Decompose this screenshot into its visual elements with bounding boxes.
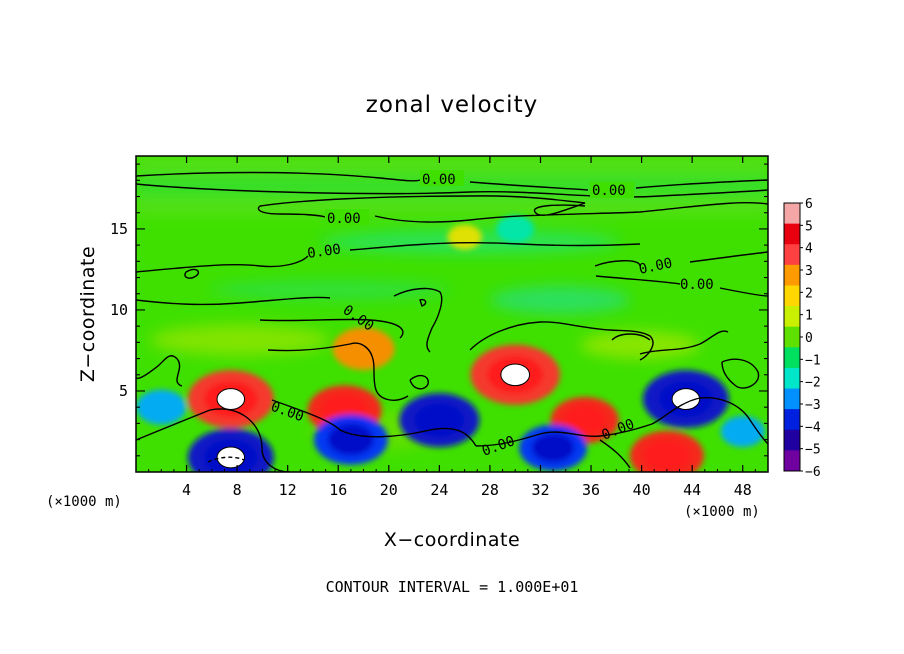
x-tick-label: 40 bbox=[633, 481, 651, 499]
contour-line bbox=[136, 171, 768, 191]
colorbar-tick-label: 1 bbox=[805, 309, 813, 324]
heatmap-extreme-core bbox=[216, 388, 246, 410]
contour-line bbox=[259, 318, 404, 339]
colorbar: 6 5 4 3 2 1 0 −1 −2 −3 −4 −5 −6 bbox=[783, 197, 821, 480]
contour-line bbox=[599, 439, 631, 469]
contour-label: 0.00 bbox=[306, 241, 342, 262]
x-tick-label: 28 bbox=[481, 481, 499, 499]
x-unit-label-left: (×1000 m) bbox=[46, 494, 122, 510]
heatmap-blob bbox=[496, 215, 535, 243]
colorbar-tick-label: 2 bbox=[805, 286, 813, 301]
colorbar-swatch bbox=[784, 367, 800, 390]
x-tick-label: 4 bbox=[182, 481, 191, 499]
x-tick-label: 32 bbox=[531, 481, 549, 499]
x-axis-label: X−coordinate bbox=[384, 529, 520, 551]
contour-label: 0.00 bbox=[327, 211, 361, 227]
colorbar-tick-label: −4 bbox=[805, 420, 821, 435]
y-axis-label: Z−coordinate bbox=[77, 246, 99, 382]
contour-line bbox=[136, 296, 331, 306]
x-tick-label: 24 bbox=[430, 481, 448, 499]
heatmap-field: 0.00 0.00 0.00 0.00 0.00 0.00 0.00 0.00 … bbox=[136, 156, 768, 472]
heatmap-blob-inner bbox=[327, 424, 374, 456]
colorbar-tick-label: 0 bbox=[805, 331, 813, 346]
heatmap-cores bbox=[216, 363, 701, 469]
contour-line bbox=[594, 251, 768, 267]
contour-line bbox=[611, 330, 729, 355]
colorbar-swatch bbox=[784, 450, 800, 472]
colorbar-tick-label: 5 bbox=[805, 219, 813, 234]
contour-line bbox=[259, 195, 768, 223]
colorbar-swatch bbox=[784, 347, 800, 369]
x-tick-label: 12 bbox=[279, 481, 297, 499]
heatmap-blob-inner bbox=[563, 405, 606, 435]
colorbar-swatch bbox=[784, 203, 800, 225]
colorbar-tick-label: −2 bbox=[805, 376, 821, 391]
contour-line bbox=[257, 205, 326, 218]
contour-label: 0.00 bbox=[592, 183, 626, 199]
contour-line bbox=[651, 397, 768, 445]
y-tick-label: 5 bbox=[119, 382, 128, 400]
heatmap-blob bbox=[447, 224, 482, 250]
y-tick-label: 15 bbox=[110, 220, 128, 238]
colorbar-swatch bbox=[784, 264, 800, 286]
x-tick-label: 16 bbox=[329, 481, 347, 499]
contour-line bbox=[136, 183, 768, 198]
colorbar-swatch bbox=[784, 429, 800, 451]
contour-line bbox=[409, 374, 429, 390]
contour-line bbox=[136, 408, 291, 472]
colorbar-tick-label: 3 bbox=[805, 264, 813, 279]
colorbar-swatch bbox=[784, 223, 800, 245]
colorbar-tick-label: −1 bbox=[805, 353, 821, 368]
heatmap-blob-inner bbox=[643, 440, 690, 472]
heatmap-extreme-core bbox=[500, 363, 531, 387]
x-tick-label: 36 bbox=[582, 481, 600, 499]
y-tick-label: 10 bbox=[110, 301, 128, 319]
contour-line bbox=[721, 358, 760, 389]
colorbar-swatch bbox=[784, 285, 800, 307]
heatmap-blob bbox=[720, 415, 765, 448]
contour-line bbox=[393, 287, 443, 353]
heatmap-blob bbox=[136, 389, 187, 425]
x-tick-label: 44 bbox=[683, 481, 701, 499]
contour-label: 0.00 bbox=[422, 172, 456, 188]
x-tick-label: 48 bbox=[734, 481, 752, 499]
colorbar-swatch bbox=[784, 388, 800, 410]
x-tick-label: 8 bbox=[233, 481, 242, 499]
colorbar-tick-label: −3 bbox=[805, 398, 821, 413]
colorbar-tick-label: −6 bbox=[805, 465, 821, 480]
contour-label: 0.00 bbox=[638, 255, 674, 278]
colorbar-tick-label: −5 bbox=[805, 443, 821, 458]
x-tick-label: 20 bbox=[380, 481, 398, 499]
colorbar-tick-label: 4 bbox=[805, 242, 813, 257]
colorbar-swatch bbox=[784, 244, 800, 266]
contour-line bbox=[271, 399, 477, 447]
contour-label: 0.00 bbox=[680, 277, 714, 293]
contour-line bbox=[475, 423, 653, 447]
colorbar-swatch bbox=[784, 326, 800, 348]
heatmap-blob bbox=[332, 327, 395, 371]
contour-line bbox=[469, 321, 654, 361]
contour-lines bbox=[136, 171, 768, 472]
contour-line bbox=[184, 268, 427, 307]
contour-line bbox=[207, 456, 245, 463]
x-unit-label-right: (×1000 m) bbox=[684, 504, 760, 520]
contour-line bbox=[136, 241, 641, 273]
contour-line bbox=[136, 355, 183, 387]
heatmap-extreme-core bbox=[671, 388, 701, 410]
colorbar-swatch bbox=[784, 306, 800, 328]
contour-labels: 0.00 0.00 0.00 0.00 0.00 0.00 0.00 0.00 … bbox=[269, 170, 714, 460]
contour-line bbox=[595, 275, 768, 297]
colorbar-swatch bbox=[784, 409, 800, 431]
colorbar-tick-label: 6 bbox=[805, 197, 813, 212]
heatmap-blob-inner bbox=[532, 433, 575, 463]
chart-title: zonal velocity bbox=[366, 92, 538, 118]
contour-interval-note: CONTOUR INTERVAL = 1.000E+01 bbox=[326, 578, 579, 596]
contour-line bbox=[267, 342, 409, 401]
